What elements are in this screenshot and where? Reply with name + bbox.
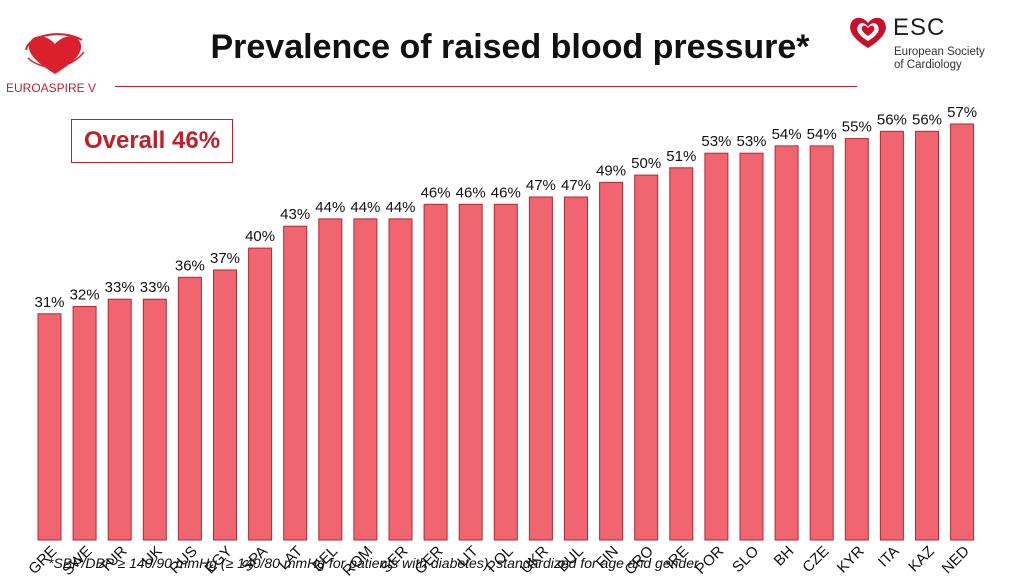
x-tick-label-slo: SLO (729, 543, 762, 576)
value-label-lat: 43% (280, 206, 310, 223)
value-label-kyr: 55% (842, 119, 872, 136)
value-label-tur: 33% (105, 279, 135, 296)
bar-ire (669, 167, 694, 541)
value-label-ita: 56% (877, 111, 907, 128)
bar-bul (564, 196, 588, 541)
bar-egy (213, 269, 237, 541)
bar-por (704, 152, 729, 541)
bar-ser (388, 218, 413, 541)
value-label-pol: 46% (491, 184, 521, 201)
x-tick-label-kaz: KAZ (905, 543, 938, 576)
title-divider (115, 86, 857, 87)
value-label-bel: 44% (315, 199, 345, 216)
euroaspire-heart-logo (25, 33, 85, 74)
value-label-swe: 32% (70, 287, 100, 304)
value-label-lit: 46% (456, 184, 486, 201)
bar-rus (177, 276, 202, 541)
value-label-cro: 50% (631, 155, 661, 172)
value-label-fin: 49% (596, 162, 626, 179)
bar-lit (458, 203, 483, 541)
bar-ned (950, 123, 975, 541)
euroaspire-label: EUROASPIRE V (6, 81, 97, 95)
bar-tur (107, 298, 132, 541)
value-label-bul: 47% (561, 177, 591, 194)
esc-subtitle-line1: European Society (894, 46, 985, 58)
bar-ita (879, 130, 904, 541)
value-label-cze: 54% (807, 126, 837, 143)
value-label-ukr: 47% (526, 177, 556, 194)
value-label-ser: 44% (385, 199, 415, 216)
bar-gre (37, 313, 62, 541)
bar-cze (809, 145, 834, 541)
bar-kaz (915, 130, 939, 541)
bar-rom (353, 218, 378, 541)
x-tick-label-ned: NED (939, 543, 974, 576)
x-tick-label-kyr: KYR (834, 543, 868, 576)
x-tick-label-bh: BH (771, 543, 798, 570)
bar-bh (774, 145, 799, 541)
bar-bel (318, 218, 343, 541)
bar-lat (283, 225, 308, 541)
bar-kyr (844, 138, 869, 541)
esc-title: ESC (893, 14, 946, 41)
value-label-rom: 44% (350, 199, 380, 216)
esc-heart-logo (850, 17, 886, 48)
x-tick-label-cze: CZE (799, 543, 832, 576)
footnote: *SBP/DBP ≥ 140/90 mmHg (≥ 140/80 mmHg fo… (48, 555, 699, 571)
bar-spa (248, 247, 273, 541)
value-label-bh: 54% (772, 126, 802, 143)
value-label-gre: 31% (34, 294, 64, 311)
bar-swe (72, 306, 97, 541)
value-label-rus: 36% (175, 257, 205, 274)
value-label-ned: 57% (947, 104, 977, 121)
bar-fin (599, 181, 624, 541)
value-label-kaz: 56% (912, 111, 942, 128)
page-title: Prevalence of raised blood pressure* (210, 28, 810, 66)
value-label-spa: 40% (245, 228, 275, 245)
bar-pol (493, 203, 518, 541)
value-label-por: 53% (701, 133, 731, 150)
value-label-egy: 37% (210, 250, 240, 267)
value-label-uk: 33% (140, 279, 170, 296)
x-tick-label-ita: ITA (875, 543, 903, 571)
value-label-ire: 51% (666, 148, 696, 165)
value-label-ger: 46% (421, 184, 451, 201)
bar-uk (142, 298, 167, 541)
value-label-slo: 53% (736, 133, 766, 150)
bar-slo (739, 152, 764, 541)
esc-subtitle-line2: of Cardiology (894, 59, 962, 71)
bar-cro (634, 174, 659, 541)
bar-ukr (528, 196, 553, 541)
bar-ger (423, 203, 448, 541)
overall-badge: Overall 46% (71, 119, 233, 163)
